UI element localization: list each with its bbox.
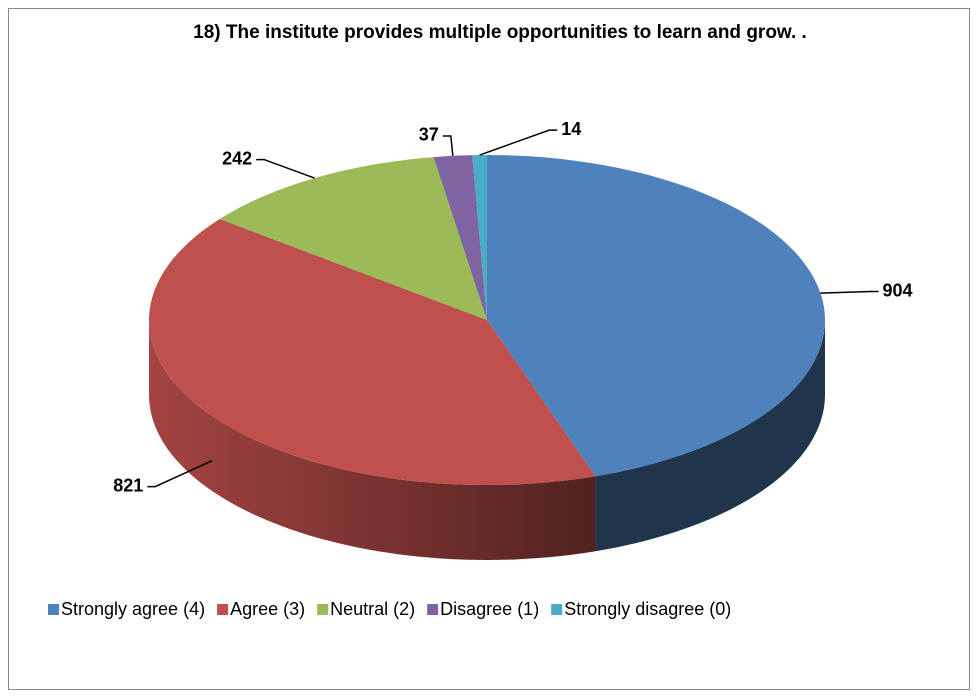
chart-title: 18) The institute provides multiple oppo… [193,22,807,43]
data-label: 242 [222,148,252,168]
leader-line [479,129,558,156]
legend-swatch [48,604,59,615]
data-label: 821 [113,475,143,495]
data-label: 37 [419,125,439,145]
legend-label: Strongly agree (4) [61,599,205,619]
pie-slice [487,155,825,477]
leader-line [147,460,213,488]
data-label: 904 [883,280,913,300]
legend-swatch [217,604,229,615]
legend-swatch [551,604,563,615]
pie-side [149,320,596,561]
leader-line [820,290,879,294]
leader-line [256,158,315,179]
legend-label: Strongly disagree (0) [564,599,731,619]
legend-swatch [317,604,329,615]
legend-label: Neutral (2) [330,599,415,619]
pie-side [595,320,825,552]
pie-slice [472,155,487,320]
pie-slice [433,155,487,320]
legend-swatch [427,604,439,615]
data-label: 14 [561,119,581,139]
pie-slice [219,157,487,320]
legend-label: Disagree (1) [440,599,539,619]
legend-label: Agree (3) [230,599,305,619]
chart-border [8,8,970,690]
leader-line [442,135,454,156]
pie-slice [149,219,596,485]
